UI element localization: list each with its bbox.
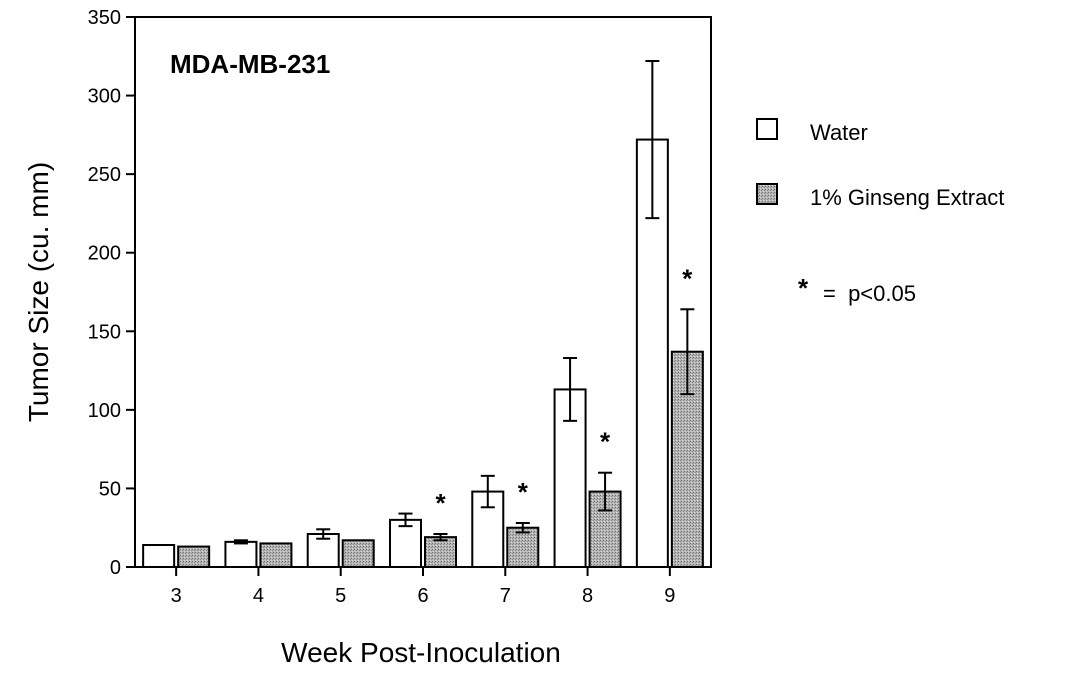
legend: Water 1% Ginseng Extract * = p<0.05 (756, 118, 1004, 306)
x-tick-label: 4 (253, 585, 264, 607)
significance-star: * (682, 263, 693, 293)
bar-ginseng (506, 526, 540, 569)
x-tick-label: 9 (664, 585, 675, 607)
y-tick-label: 300 (88, 86, 121, 108)
bar-ginseng (424, 536, 457, 569)
legend-significance-star: * (798, 273, 809, 303)
bar-ginseng (177, 545, 211, 568)
y-tick-label: 200 (88, 243, 121, 265)
significance-star: * (435, 488, 446, 518)
legend-swatch-ginseng (756, 183, 778, 205)
significance-star: * (518, 477, 529, 507)
y-axis-title: Tumor Size (cu. mm) (23, 162, 54, 422)
y-tick-label: 0 (110, 557, 121, 579)
bar-ginseng (341, 539, 375, 568)
legend-label: 1% Ginseng Extract (810, 185, 1004, 210)
y-tick-label: 250 (88, 164, 121, 186)
x-axis-title: Week Post-Inoculation (281, 637, 561, 668)
y-tick-label: 350 (88, 7, 121, 29)
x-tick-label: 5 (335, 585, 346, 607)
plot-area: 0 50 100 150 200 250 300 350 3 4 5 6 * 7 * 8 * 9 * (88, 7, 712, 607)
x-tick-label: 6 (417, 585, 428, 607)
y-tick-label: 100 (88, 400, 121, 422)
legend-label: Water (810, 120, 868, 145)
bar-water (224, 540, 258, 568)
significance-star: * (600, 427, 611, 457)
x-tick-label: 8 (582, 585, 593, 607)
chart-title: MDA-MB-231 (170, 49, 330, 79)
bar-ginseng (259, 542, 293, 569)
legend-swatch-water (756, 118, 778, 140)
y-tick-label: 50 (99, 478, 121, 500)
x-tick-label: 7 (500, 585, 511, 607)
bar-water (306, 533, 340, 568)
bar-water (142, 544, 176, 568)
x-tick-label: 3 (171, 585, 182, 607)
legend-significance-note: = p<0.05 (823, 281, 916, 306)
plot-frame (134, 16, 712, 568)
y-tick-label: 150 (88, 321, 121, 343)
